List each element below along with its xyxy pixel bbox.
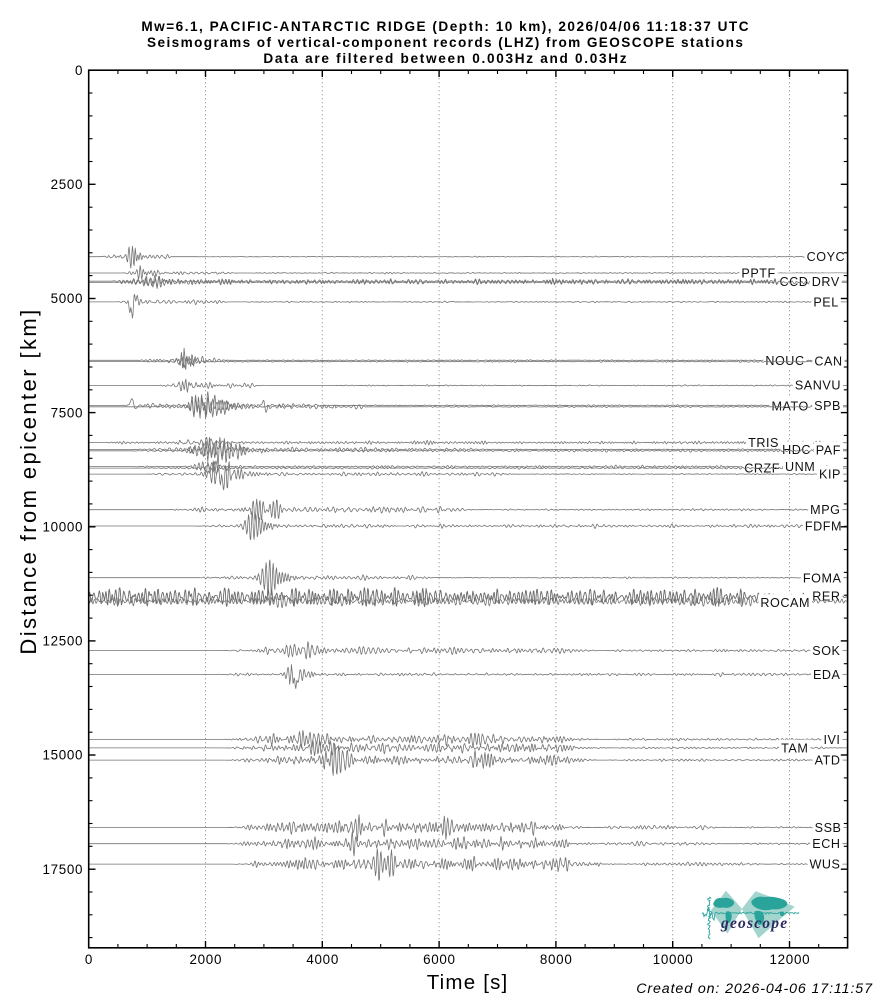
svg-text:Seismograms of vertical-compon: Seismograms of vertical-component record… xyxy=(147,35,744,50)
svg-text:SPB: SPB xyxy=(814,399,841,413)
svg-text:CCD: CCD xyxy=(779,275,808,289)
svg-text:CRZF: CRZF xyxy=(744,462,780,476)
svg-text:6000: 6000 xyxy=(423,952,456,967)
svg-text:COYC: COYC xyxy=(807,250,846,264)
svg-text:Data are filtered between 0.00: Data are filtered between 0.003Hz and 0.… xyxy=(263,51,628,66)
svg-text:5000: 5000 xyxy=(51,291,84,306)
svg-text:15000: 15000 xyxy=(42,748,83,763)
svg-text:ECH: ECH xyxy=(812,837,840,851)
svg-text:10000: 10000 xyxy=(653,952,694,967)
svg-text:SANVU: SANVU xyxy=(795,379,841,393)
svg-text:ROCAM: ROCAM xyxy=(760,596,810,610)
svg-text:PPTF: PPTF xyxy=(741,266,775,280)
svg-text:KIP: KIP xyxy=(819,468,841,482)
svg-text:TAM: TAM xyxy=(781,741,808,755)
svg-text:IVI: IVI xyxy=(823,733,840,747)
svg-text:2500: 2500 xyxy=(51,177,84,192)
svg-text:MPG: MPG xyxy=(810,503,840,517)
svg-text:2000: 2000 xyxy=(190,952,223,967)
svg-text:0: 0 xyxy=(85,952,93,967)
svg-text:0: 0 xyxy=(75,63,83,78)
svg-text:UNM: UNM xyxy=(785,460,815,474)
svg-text:Distance from epicenter [km]: Distance from epicenter [km] xyxy=(16,307,41,654)
svg-text:ATD: ATD xyxy=(815,754,841,768)
svg-text:HDC: HDC xyxy=(782,443,811,457)
svg-text:8000: 8000 xyxy=(540,952,573,967)
svg-text:PEL: PEL xyxy=(813,295,838,309)
svg-text:WUS: WUS xyxy=(809,858,840,872)
svg-text:4000: 4000 xyxy=(306,952,339,967)
svg-text:Created on: 2026-04-06 17:11:5: Created on: 2026-04-06 17:11:57 xyxy=(636,981,873,997)
svg-text:NOUC: NOUC xyxy=(765,354,804,368)
svg-text:FOMA: FOMA xyxy=(803,571,842,585)
svg-text:17500: 17500 xyxy=(42,862,83,877)
svg-text:TRIS: TRIS xyxy=(748,436,779,450)
svg-text:SSB: SSB xyxy=(815,821,842,835)
svg-text:10000: 10000 xyxy=(42,520,83,535)
svg-text:Mw=6.1, PACIFIC-ANTARCTIC RIDG: Mw=6.1, PACIFIC-ANTARCTIC RIDGE (Depth: … xyxy=(141,19,750,34)
svg-text:Time [s]: Time [s] xyxy=(427,971,509,994)
svg-text:12000: 12000 xyxy=(770,952,811,967)
svg-text:SOK: SOK xyxy=(812,644,840,658)
svg-text:7500: 7500 xyxy=(51,405,84,420)
svg-text:PAF: PAF xyxy=(816,443,841,457)
svg-text:DRV: DRV xyxy=(812,275,840,289)
svg-text:FDFM: FDFM xyxy=(805,520,842,534)
svg-text:EDA: EDA xyxy=(813,668,841,682)
svg-text:12500: 12500 xyxy=(42,634,83,649)
svg-text:geoscope: geoscope xyxy=(720,915,788,932)
svg-text:CAN: CAN xyxy=(814,355,842,369)
